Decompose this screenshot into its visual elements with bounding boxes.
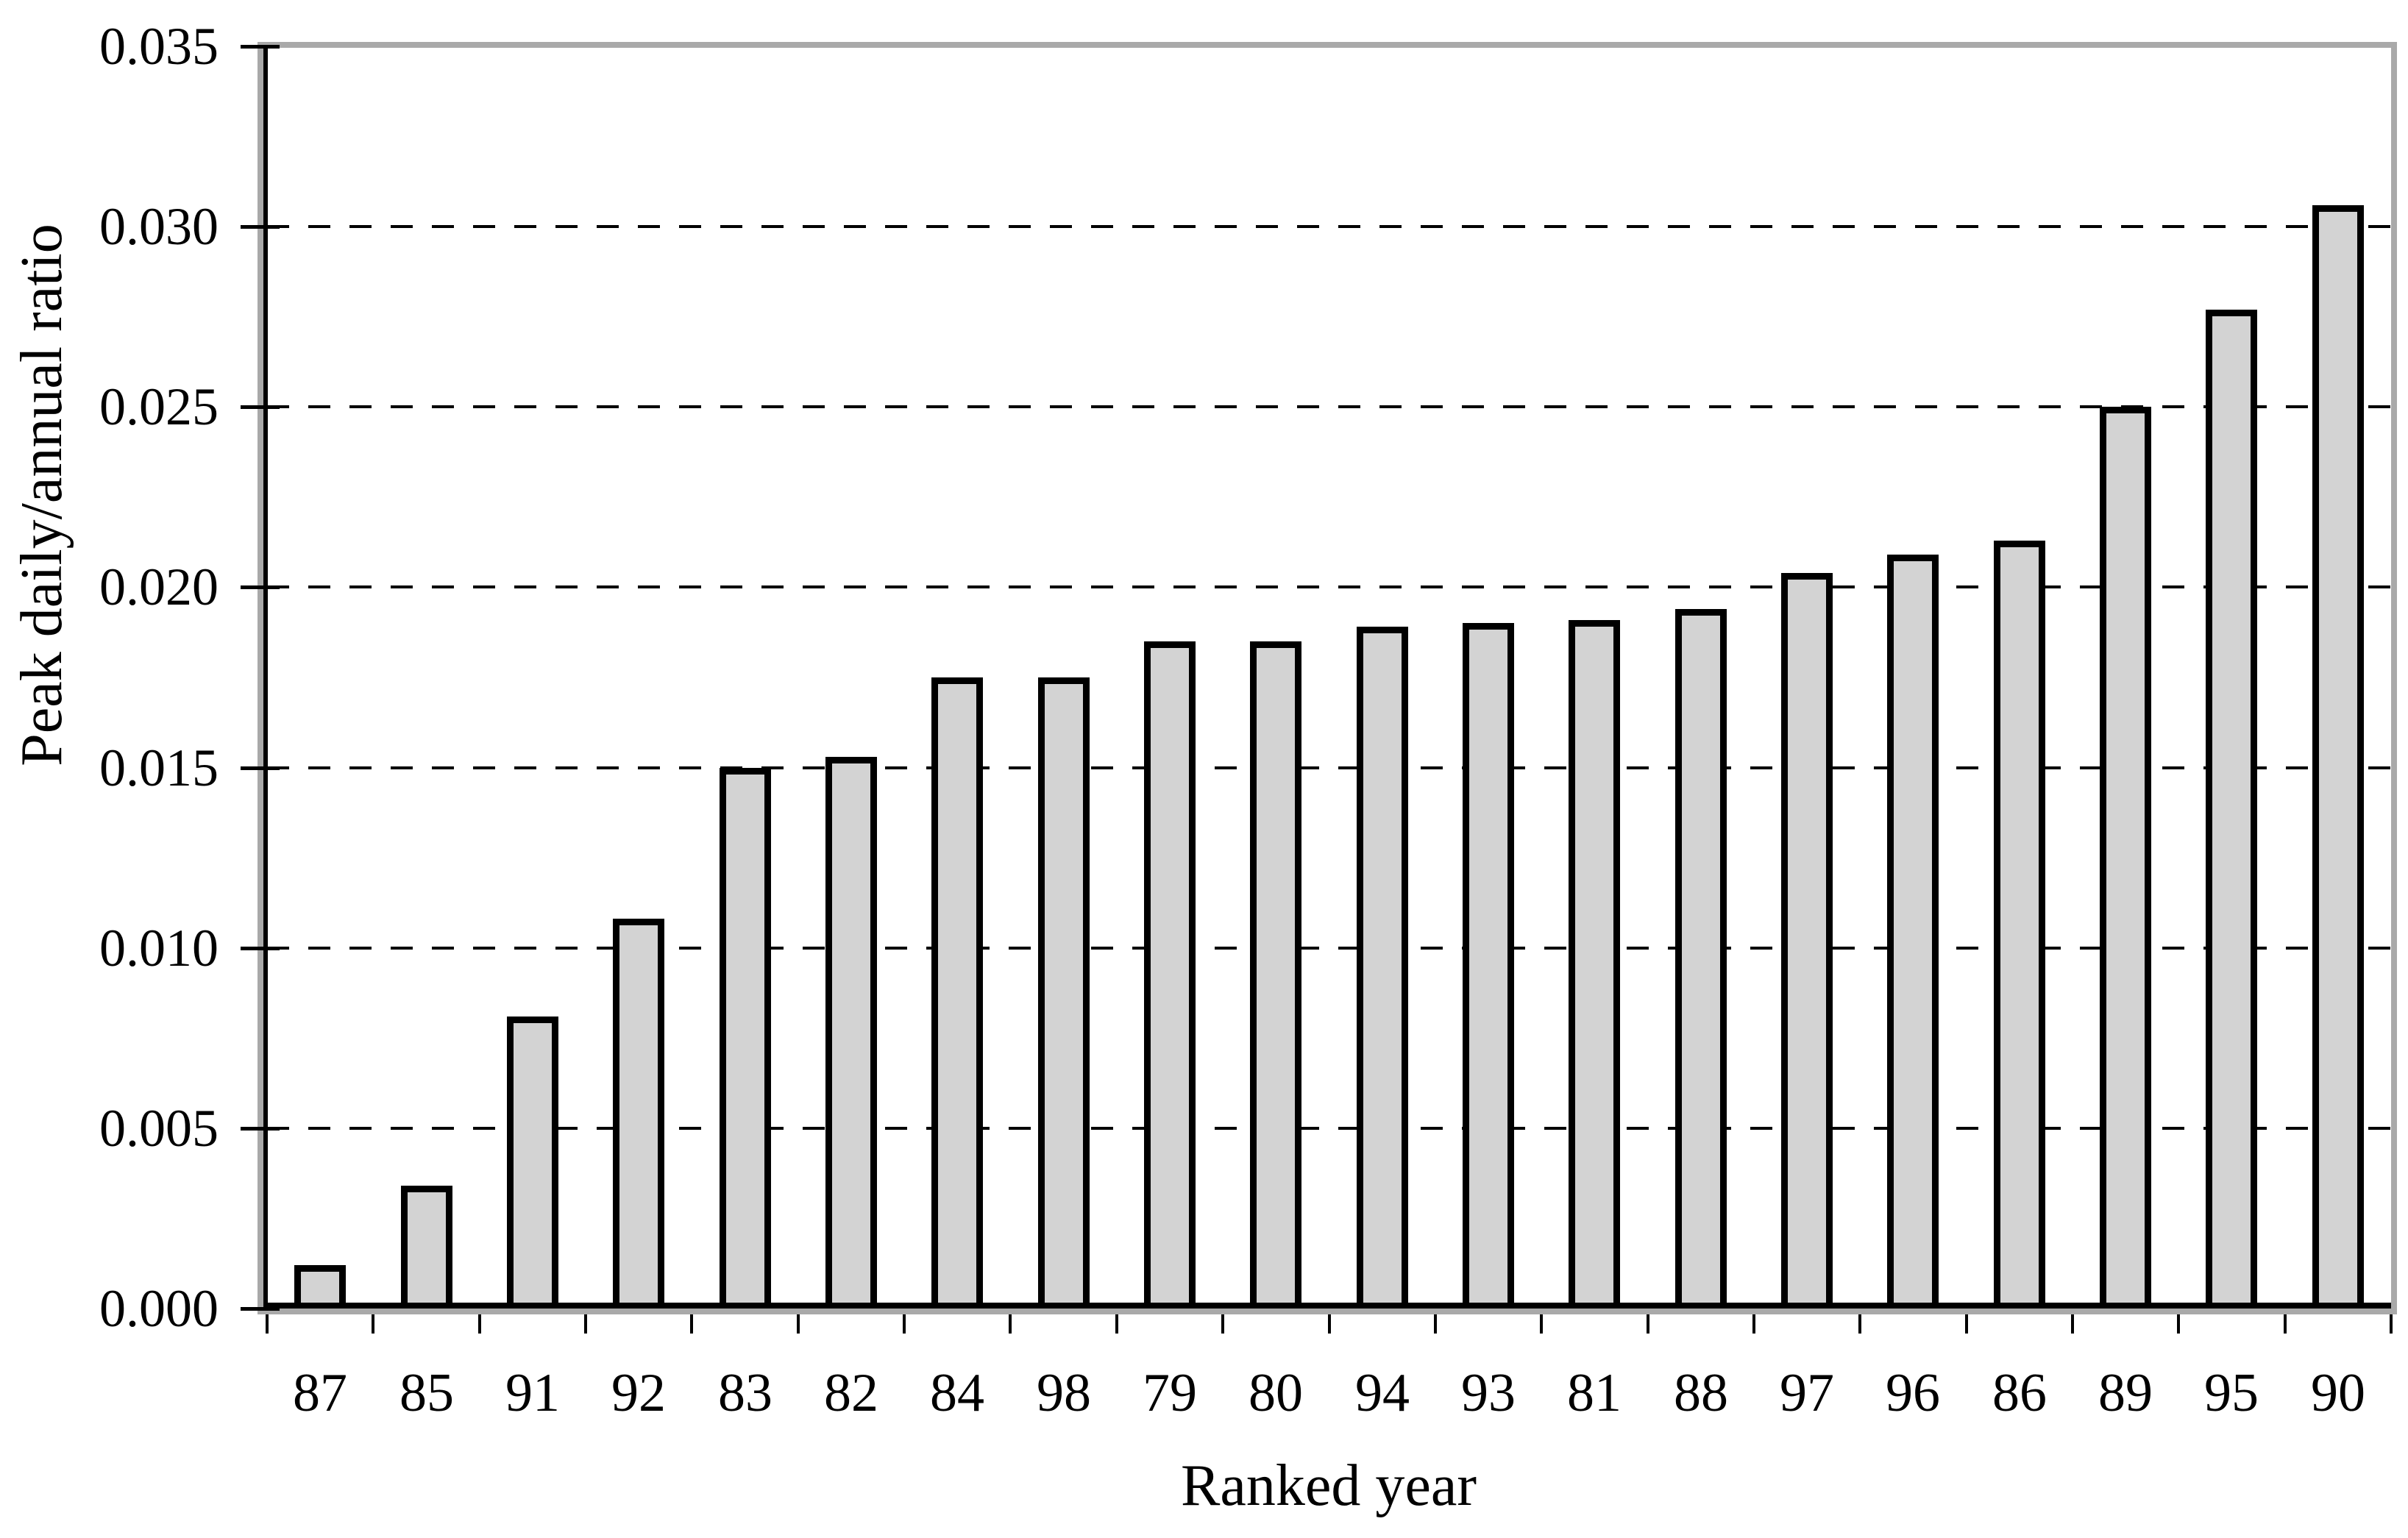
y-tick-0.025	[241, 405, 280, 409]
bar-85	[401, 1186, 452, 1309]
gridline-0.030	[267, 225, 2391, 228]
x-tick-19	[2284, 1314, 2287, 1334]
bar-91	[507, 1017, 558, 1309]
bar-98	[1038, 677, 1090, 1309]
y-tick-label: 0.035	[99, 17, 219, 76]
x-tick-18	[2177, 1314, 2180, 1334]
y-tick-0.000	[241, 1307, 280, 1311]
x-tick-label-89: 89	[2098, 1363, 2153, 1423]
y-axis-line	[263, 48, 268, 1309]
gridline-0.010	[267, 947, 2391, 950]
x-tick-label-84: 84	[930, 1363, 984, 1423]
x-tick-0	[266, 1314, 269, 1334]
x-tick-label-94: 94	[1355, 1363, 1410, 1423]
bar-82	[825, 757, 877, 1309]
bar-84	[931, 677, 983, 1309]
x-tick-20	[2390, 1314, 2393, 1334]
gridline-0.025	[267, 405, 2391, 408]
x-tick-label-91: 91	[505, 1363, 560, 1423]
y-axis-title: Peak daily/annual ratio	[10, 224, 74, 766]
y-tick-0.005	[241, 1127, 280, 1131]
x-tick-label-86: 86	[1992, 1363, 2047, 1423]
gridline-0.005	[267, 1127, 2391, 1130]
y-tick-0.015	[241, 766, 280, 770]
y-tick-0.035	[241, 45, 280, 49]
y-tick-0.030	[241, 225, 280, 229]
x-tick-11	[1434, 1314, 1437, 1334]
bar-94	[1357, 627, 1408, 1309]
y-tick-0.020	[241, 585, 280, 589]
x-tick-17	[2071, 1314, 2074, 1334]
x-tick-10	[1328, 1314, 1331, 1334]
x-tick-label-97: 97	[1780, 1363, 1834, 1423]
x-tick-5	[797, 1314, 800, 1334]
bar-87	[294, 1265, 346, 1309]
bar-86	[1994, 541, 2045, 1309]
x-tick-14	[1752, 1314, 1755, 1334]
x-tick-label-79: 79	[1143, 1363, 1197, 1423]
gridline-0.015	[267, 766, 2391, 769]
x-tick-label-90: 90	[2311, 1363, 2365, 1423]
x-tick-9	[1221, 1314, 1224, 1334]
x-tick-7	[1009, 1314, 1012, 1334]
x-axis-title: Ranked year	[1180, 1453, 1477, 1518]
bar-95	[2206, 310, 2257, 1309]
bar-97	[1781, 573, 1833, 1309]
x-tick-16	[1965, 1314, 1968, 1334]
x-tick-label-95: 95	[2204, 1363, 2259, 1423]
x-tick-1	[372, 1314, 374, 1334]
x-tick-label-80: 80	[1249, 1363, 1303, 1423]
gridline-0.020	[267, 585, 2391, 588]
y-tick-label: 0.010	[99, 919, 219, 978]
x-axis-line	[263, 1303, 2391, 1309]
x-tick-label-88: 88	[1674, 1363, 1728, 1423]
bar-93	[1463, 623, 1514, 1309]
x-tick-6	[903, 1314, 906, 1334]
x-tick-label-82: 82	[824, 1363, 878, 1423]
x-tick-2	[478, 1314, 481, 1334]
bar-81	[1569, 620, 1620, 1309]
x-tick-label-87: 87	[293, 1363, 347, 1423]
x-tick-3	[584, 1314, 587, 1334]
bar-92	[613, 919, 664, 1309]
y-tick-label: 0.025	[99, 377, 219, 436]
bar-83	[720, 768, 771, 1309]
bar-96	[1887, 555, 1939, 1309]
y-tick-label: 0.020	[99, 558, 219, 616]
y-tick-label: 0.005	[99, 1099, 219, 1158]
y-tick-label: 0.000	[99, 1279, 219, 1338]
bar-89	[2100, 407, 2151, 1309]
y-tick-label: 0.030	[99, 197, 219, 256]
y-tick-0.010	[241, 947, 280, 950]
x-tick-15	[1858, 1314, 1861, 1334]
y-tick-label: 0.015	[99, 738, 219, 797]
x-tick-label-92: 92	[611, 1363, 666, 1423]
x-tick-label-85: 85	[399, 1363, 454, 1423]
x-tick-4	[690, 1314, 693, 1334]
bar-90	[2312, 205, 2364, 1309]
x-tick-label-96: 96	[1886, 1363, 1940, 1423]
x-tick-12	[1540, 1314, 1543, 1334]
x-tick-label-81: 81	[1567, 1363, 1622, 1423]
x-tick-label-93: 93	[1461, 1363, 1516, 1423]
x-tick-13	[1647, 1314, 1649, 1334]
bar-88	[1675, 609, 1727, 1309]
plot-area-border	[258, 42, 2397, 1314]
x-tick-label-83: 83	[718, 1363, 773, 1423]
bar-79	[1144, 641, 1196, 1309]
bar-80	[1250, 641, 1301, 1309]
x-tick-label-98: 98	[1037, 1363, 1091, 1423]
x-tick-8	[1115, 1314, 1118, 1334]
